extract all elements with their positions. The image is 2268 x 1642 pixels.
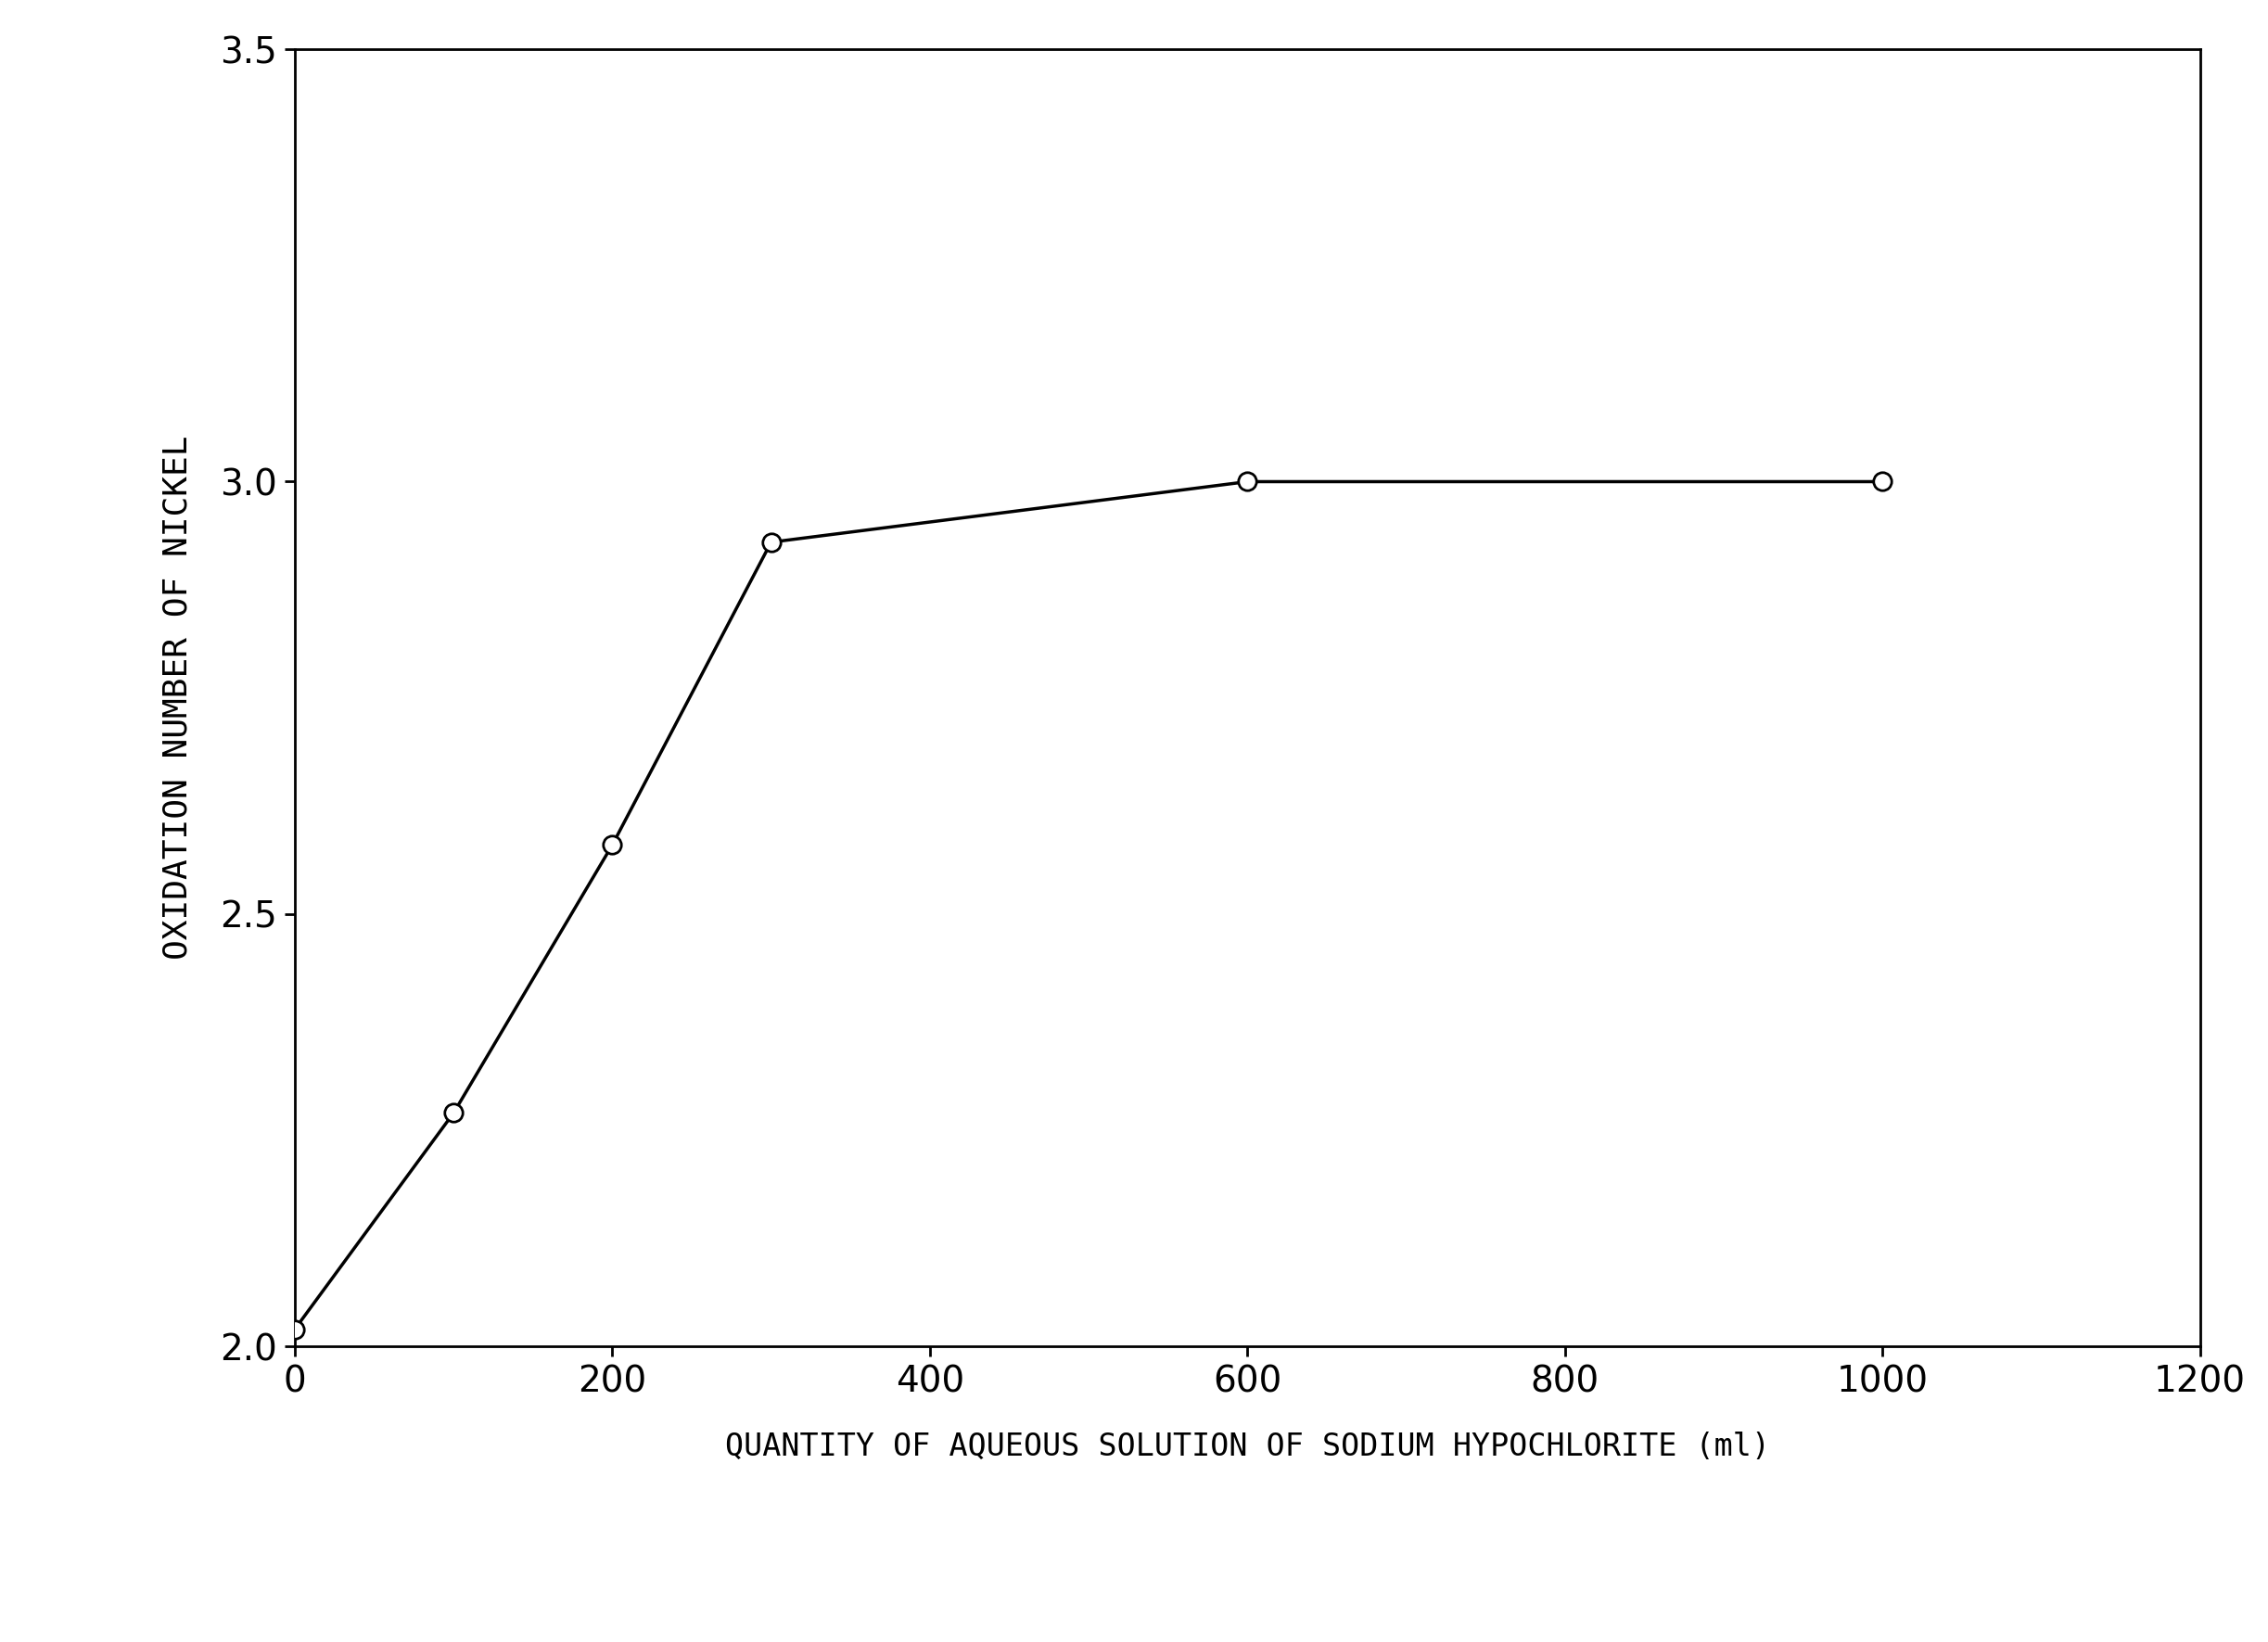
Y-axis label: OXIDATION NUMBER OF NICKEL: OXIDATION NUMBER OF NICKEL — [161, 435, 193, 961]
X-axis label: QUANTITY OF AQUEOUS SOLUTION OF SODIUM HYPOCHLORITE (ml): QUANTITY OF AQUEOUS SOLUTION OF SODIUM H… — [726, 1432, 1769, 1463]
